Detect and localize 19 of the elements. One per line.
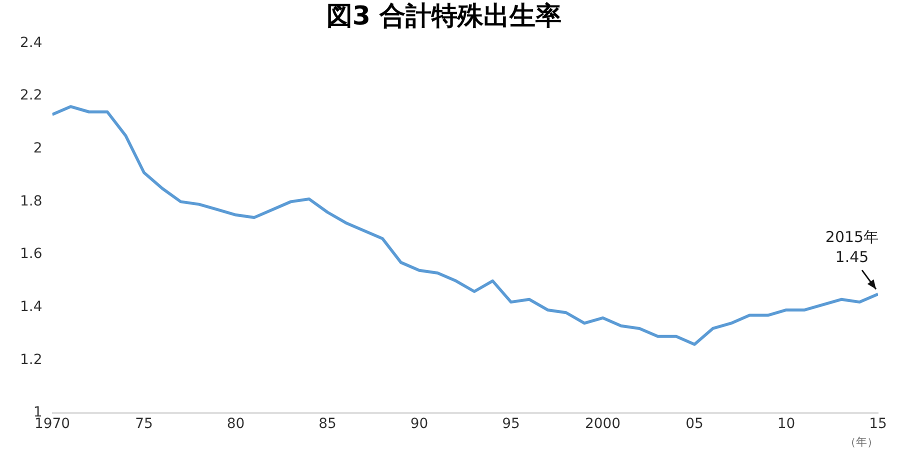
- x-tick-label: 80: [226, 416, 245, 432]
- y-tick-label: 1.2: [20, 352, 42, 368]
- y-tick-label: 2.4: [20, 34, 42, 51]
- y-tick-label: 2: [33, 140, 42, 156]
- x-tick-label: 85: [318, 416, 336, 432]
- y-tick-label: 1.6: [20, 246, 42, 262]
- x-tick-label: 15: [869, 416, 887, 432]
- y-tick-label: 1.8: [20, 193, 42, 210]
- x-tick-label: 05: [686, 416, 704, 432]
- chart-title: 図3 合計特殊出生率: [326, 1, 562, 32]
- x-tick-label: 95: [502, 416, 520, 432]
- x-tick-label: 2000: [584, 416, 621, 432]
- x-tick-label: 10: [777, 416, 796, 432]
- annotation: 2015年 1.45: [825, 228, 879, 266]
- y-tick-label: 1.4: [20, 298, 42, 315]
- x-axis-title: （年）: [845, 435, 878, 448]
- y-tick-label: 2.2: [20, 88, 42, 104]
- x-tick-label: 90: [410, 416, 428, 432]
- x-tick-label: 75: [135, 416, 153, 432]
